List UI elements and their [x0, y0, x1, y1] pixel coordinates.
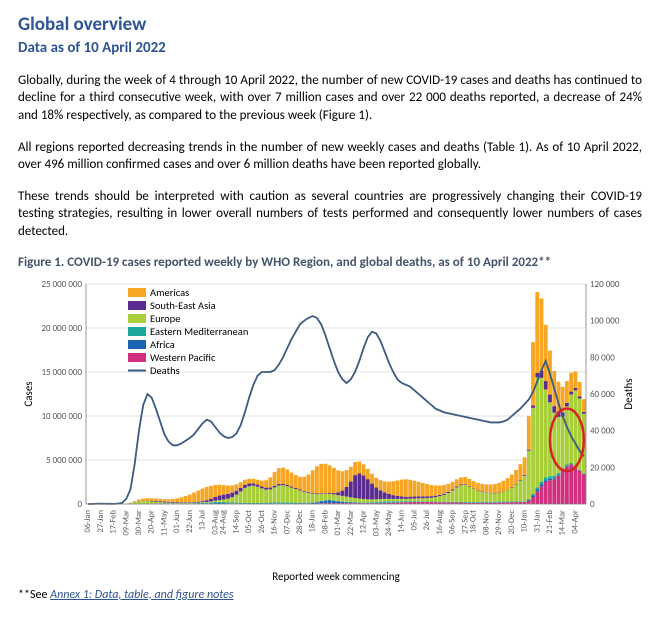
paragraph-3: These trends should be interpreted with …	[18, 188, 642, 241]
svg-text:18-Jan: 18-Jan	[308, 510, 318, 532]
svg-text:26-Oct: 26-Oct	[257, 510, 267, 533]
svg-text:Americas: Americas	[150, 286, 189, 299]
svg-text:29-Nov: 29-Nov	[494, 510, 504, 535]
svg-text:15 000 000: 15 000 000	[41, 367, 82, 378]
page-title: Global overview	[18, 12, 642, 38]
svg-text:14-Sep: 14-Sep	[231, 509, 241, 533]
svg-text:16-Nov: 16-Nov	[270, 510, 280, 535]
svg-text:27-Jan: 27-Jan	[96, 510, 106, 532]
page-subtitle: Data as of 10 April 2022	[18, 38, 642, 58]
svg-text:22-Jun: 22-Jun	[185, 510, 195, 533]
svg-text:11-May: 11-May	[159, 510, 169, 536]
svg-text:24-Aug: 24-Aug	[219, 510, 229, 535]
svg-text:06-Jan: 06-Jan	[83, 510, 93, 532]
svg-text:08-Nov: 08-Nov	[481, 510, 491, 535]
svg-text:18-Oct: 18-Oct	[469, 510, 479, 533]
svg-text:30-Mar: 30-Mar	[134, 510, 144, 536]
svg-text:17-Feb: 17-Feb	[109, 509, 119, 533]
svg-text:14-Jun: 14-Jun	[397, 510, 407, 533]
svg-text:09-Mar: 09-Mar	[121, 510, 131, 536]
svg-text:100 000: 100 000	[590, 315, 620, 326]
svg-text:5 000 000: 5 000 000	[46, 455, 82, 466]
svg-text:10 000 000: 10 000 000	[41, 411, 82, 422]
figure-footnote: **See Annex 1: Data, table, and figure n…	[18, 586, 642, 604]
svg-text:Europe: Europe	[150, 312, 180, 325]
svg-text:South-East Asia: South-East Asia	[150, 299, 216, 312]
svg-text:20 000: 20 000	[590, 462, 615, 473]
svg-text:80 000: 80 000	[590, 352, 615, 363]
svg-text:28-Dec: 28-Dec	[295, 509, 305, 534]
svg-text:12-Apr: 12-Apr	[359, 510, 369, 534]
paragraph-1: Globally, during the week of 4 through 1…	[18, 72, 642, 125]
svg-text:20-Dec: 20-Dec	[507, 509, 517, 534]
svg-text:0: 0	[77, 499, 82, 510]
svg-text:24-May: 24-May	[384, 510, 394, 536]
svg-text:Deaths: Deaths	[622, 378, 635, 409]
svg-text:22-Mar: 22-Mar	[346, 510, 356, 536]
svg-text:Reported week commencing: Reported week commencing	[272, 570, 400, 583]
svg-text:0: 0	[590, 499, 595, 510]
svg-text:04-Apr: 04-Apr	[570, 510, 580, 534]
svg-text:13-Jul: 13-Jul	[198, 510, 208, 530]
svg-text:08-Feb: 08-Feb	[320, 509, 330, 533]
svg-text:05-Oct: 05-Oct	[244, 510, 254, 533]
footnote-prefix: **See	[18, 588, 50, 602]
svg-text:60 000: 60 000	[590, 389, 615, 400]
svg-text:Deaths: Deaths	[150, 364, 180, 377]
svg-text:20-Apr: 20-Apr	[147, 510, 157, 534]
annex-link[interactable]: Annex 1: Data, table, and figure notes	[50, 588, 233, 602]
svg-text:10-Jan: 10-Jan	[520, 510, 530, 532]
figure-title: Figure 1. COVID-19 cases reported weekly…	[18, 254, 642, 272]
svg-text:120 000: 120 000	[590, 279, 620, 290]
svg-text:Eastern Mediterranean: Eastern Mediterranean	[150, 325, 248, 338]
paragraph-2: All regions reported decreasing trends i…	[18, 139, 642, 174]
svg-text:01-Mar: 01-Mar	[333, 510, 343, 536]
svg-text:05-Jul: 05-Jul	[409, 510, 419, 530]
svg-text:06-Sep: 06-Sep	[448, 509, 458, 533]
figure-1-chart: 0 5 000 000 10 000 000 15 000 000 20 000 000…	[18, 276, 642, 586]
svg-text:40 000: 40 000	[590, 425, 615, 436]
svg-text:31-Jan: 31-Jan	[532, 510, 542, 532]
svg-text:07-Dec: 07-Dec	[282, 509, 292, 534]
svg-text:03-May: 03-May	[371, 510, 381, 536]
svg-text:21-Feb: 21-Feb	[545, 509, 555, 533]
svg-text:16-Aug: 16-Aug	[435, 510, 445, 535]
svg-text:20 000 000: 20 000 000	[41, 323, 82, 334]
svg-text:Africa: Africa	[150, 338, 175, 351]
svg-text:Cases: Cases	[22, 381, 35, 406]
svg-text:Western Pacific: Western Pacific	[150, 351, 216, 364]
svg-text:01-Jun: 01-Jun	[172, 510, 182, 533]
svg-text:26-Jul: 26-Jul	[422, 510, 432, 530]
svg-text:25 000 000: 25 000 000	[41, 279, 82, 290]
svg-text:14-Mar: 14-Mar	[558, 510, 568, 536]
